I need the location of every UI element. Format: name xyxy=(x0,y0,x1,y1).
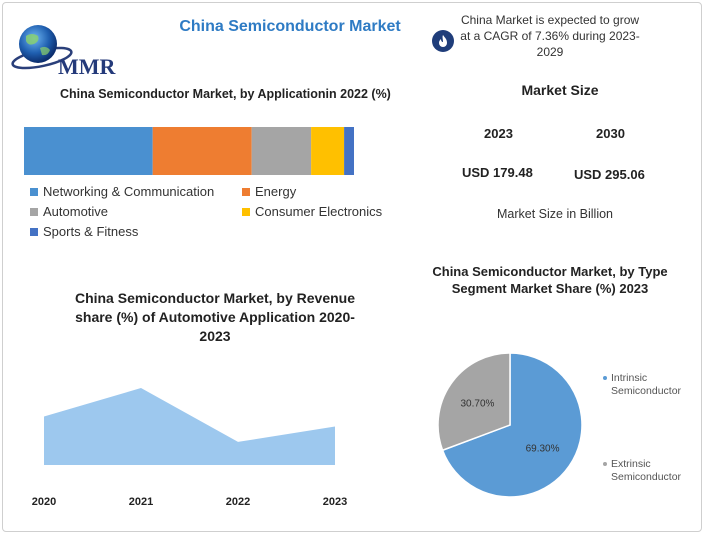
flame-icon xyxy=(432,30,454,52)
legend-swatch xyxy=(30,187,38,196)
area-series xyxy=(44,388,335,465)
legend-item-networking: Networking & Communication xyxy=(30,184,214,199)
value-start: USD 179.48 xyxy=(462,165,533,180)
stacked-bar-chart xyxy=(24,127,354,175)
bar-segment-1 xyxy=(152,127,252,175)
legend-swatch xyxy=(30,207,38,216)
logo-text: MMR xyxy=(58,54,116,79)
x-tick-label: 2023 xyxy=(323,496,347,508)
cagr-text: China Market is expected to grow at a CA… xyxy=(460,13,640,59)
year-end: 2030 xyxy=(596,126,625,141)
legend-dot xyxy=(603,462,607,466)
legend-label: Consumer Electronics xyxy=(255,204,383,219)
legend-label: Networking & Communication xyxy=(43,184,215,199)
bar-chart-title: China Semiconductor Market, by Applicati… xyxy=(60,87,391,101)
area-chart: 2020 2021 2022 2023 xyxy=(32,387,347,508)
pie-data-label: 30.70% xyxy=(460,398,494,409)
area-chart-title: China Semiconductor Market, by Revenue s… xyxy=(74,290,356,344)
legend-dot xyxy=(603,376,607,380)
market-size-title: Market Size xyxy=(521,82,599,98)
page-title: China Semiconductor Market xyxy=(179,18,401,35)
x-tick-label: 2021 xyxy=(129,496,153,508)
pie-legend-label: Extrinsic Semiconductor xyxy=(611,458,682,483)
year-start: 2023 xyxy=(484,126,513,141)
legend-label: Sports & Fitness xyxy=(43,224,139,239)
pie-legend-label: Intrinsic Semiconductor xyxy=(611,372,682,397)
legend-item-automotive: Automotive xyxy=(30,204,108,219)
bar-segment-3 xyxy=(311,127,345,175)
legend-swatch xyxy=(242,207,250,216)
legend-swatch xyxy=(30,227,38,236)
pie-legend-extrinsic: Extrinsic Semiconductor xyxy=(603,458,696,484)
pie-data-label: 69.30% xyxy=(526,444,560,455)
value-end: USD 295.06 xyxy=(574,167,645,182)
x-tick-label: 2022 xyxy=(226,496,250,508)
market-size-note: Market Size in Billion xyxy=(496,207,613,221)
pie-slice-1 xyxy=(437,352,511,452)
legend-label: Automotive xyxy=(43,204,109,219)
bar-segment-4 xyxy=(344,127,354,175)
globe-icon xyxy=(11,25,73,70)
legend-swatch xyxy=(242,187,250,196)
pie-legend-intrinsic: Intrinsic Semiconductor xyxy=(603,372,696,398)
legend-item-energy: Energy xyxy=(242,184,296,199)
mmr-logo: MMR xyxy=(8,22,138,82)
x-tick-label: 2020 xyxy=(32,496,56,508)
pie-chart-title: China Semiconductor Market, by Type Segm… xyxy=(432,264,668,296)
pie-chart: 69.30% 30.70% xyxy=(437,352,583,498)
legend-item-sports: Sports & Fitness xyxy=(30,224,138,239)
pie-slice-0 xyxy=(441,352,583,498)
legend-label: Energy xyxy=(255,184,297,199)
legend-item-consumer: Consumer Electronics xyxy=(242,204,382,219)
bar-segment-0 xyxy=(24,127,153,175)
bar-segment-2 xyxy=(251,127,312,175)
